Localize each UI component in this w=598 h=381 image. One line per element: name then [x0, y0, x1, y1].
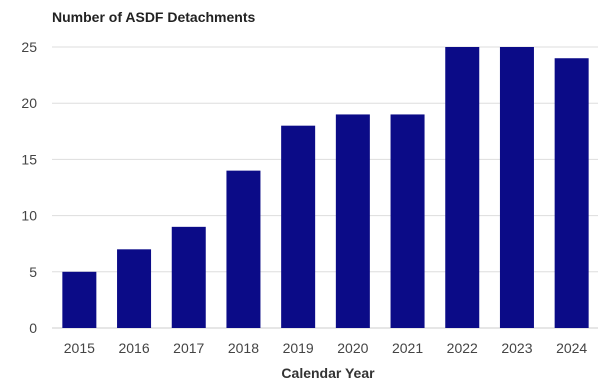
x-tick-label: 2021 [392, 340, 423, 356]
x-tick-label: 2019 [283, 340, 314, 356]
bar-2021 [390, 114, 425, 328]
bar-2015 [62, 271, 97, 328]
y-tick-label: 0 [29, 320, 37, 336]
x-tick-label: 2015 [64, 340, 95, 356]
y-axis-tick-labels: 0 5 10 15 20 25 [21, 39, 37, 336]
bar-2019 [281, 125, 316, 329]
x-tick-label: 2016 [118, 340, 149, 356]
x-axis-label: Calendar Year [281, 365, 375, 381]
x-tick-label: 2022 [447, 340, 478, 356]
bar-2018 [226, 170, 261, 328]
y-tick-label: 25 [21, 39, 37, 55]
y-tick-label: 15 [21, 151, 37, 167]
x-axis-tick-labels: 2015 2016 2017 2018 2019 2020 2021 2022 2023 2024 [64, 340, 588, 356]
x-tick-label: 2018 [228, 340, 259, 356]
chart-title: Number of ASDF Detachments [52, 9, 256, 25]
bar-2023 [499, 47, 534, 328]
x-tick-label: 2017 [173, 340, 204, 356]
bar-2020 [335, 114, 370, 328]
bar-2016 [117, 249, 152, 328]
y-tick-label: 5 [29, 264, 37, 280]
bar-2022 [445, 47, 480, 328]
x-tick-label: 2020 [337, 340, 368, 356]
y-tick-label: 20 [21, 95, 37, 111]
x-tick-label: 2024 [556, 340, 587, 356]
y-tick-label: 10 [21, 208, 37, 224]
bar-2017 [171, 226, 206, 328]
bars [62, 47, 589, 329]
x-tick-label: 2023 [501, 340, 532, 356]
bar-2024 [554, 58, 589, 329]
